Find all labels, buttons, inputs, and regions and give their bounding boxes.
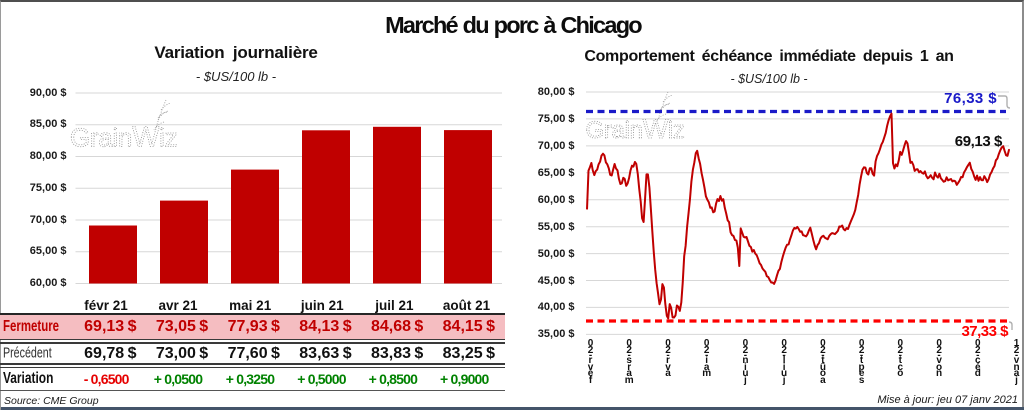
svg-text:GrainWiz: GrainWiz: [70, 122, 177, 154]
svg-text:GrainWiz: GrainWiz: [586, 114, 685, 144]
